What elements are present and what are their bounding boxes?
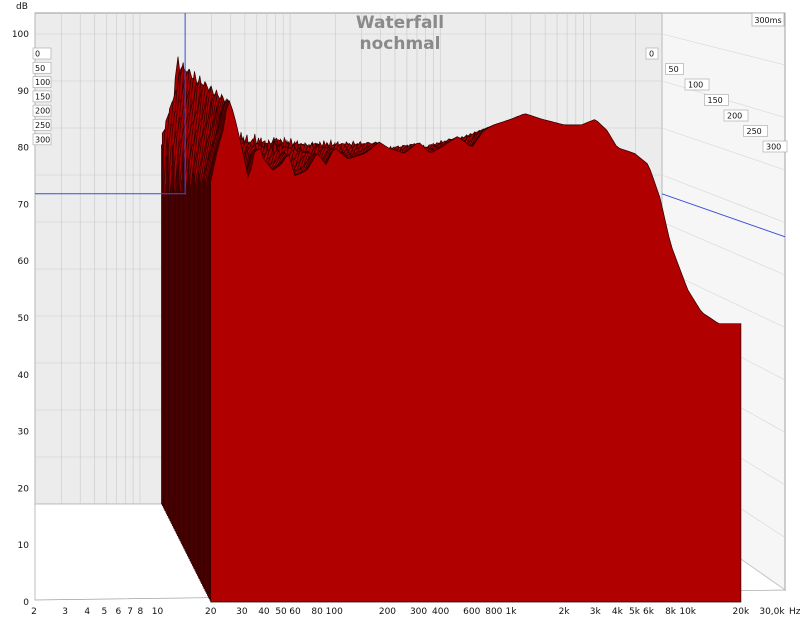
x-tick-label: 80	[311, 607, 323, 617]
time-slice-box	[32, 61, 52, 74]
time-unit-box: 300ms	[751, 12, 785, 27]
y-tick-label: 40	[18, 371, 30, 381]
x-tick-label: 100	[326, 607, 343, 617]
x-tick-label: 60	[289, 607, 301, 617]
x-tick-label: 4	[84, 607, 90, 617]
time-slice-label: 250	[747, 127, 762, 136]
time-slice-box	[762, 140, 788, 153]
y-tick-label: 100	[12, 30, 29, 40]
time-unit-label: 300ms	[754, 16, 781, 25]
time-slice-label: 200	[727, 112, 742, 121]
time-slice-label: 150	[708, 96, 723, 105]
x-tick-label: 4k	[612, 607, 624, 617]
time-slice-box	[32, 47, 52, 60]
y-tick-label: 20	[18, 484, 30, 494]
x-tick-label: 5	[101, 607, 107, 617]
time-slice-label: 200	[35, 107, 50, 116]
y-tick-label: 60	[18, 257, 30, 267]
time-slice-label: 250	[35, 121, 50, 130]
title-text: Waterfall	[356, 13, 444, 33]
x-axis-ticks: 2 3 4 5 6 7 8 10 20 30 40 50 60 80 100 200 300 400 600 800 1…	[31, 607, 785, 617]
time-slice-labels-right: 0 50 100 150 200 250 300	[645, 47, 788, 153]
time-slice-box	[704, 94, 729, 106]
time-slice-label: 50	[669, 65, 679, 74]
waterfall-slice	[210, 100, 742, 603]
x-tick-label: 40	[258, 607, 270, 617]
time-slice-label: 0	[35, 50, 40, 59]
x-tick-label: 7	[127, 607, 133, 617]
x-tick-label: 8	[138, 607, 144, 617]
time-slice-label: 50	[35, 64, 45, 73]
time-slice-box	[32, 76, 52, 88]
time-slice-box	[665, 63, 684, 75]
y-tick-label: 70	[18, 200, 30, 210]
x-tick-label: 3	[62, 607, 68, 617]
x-tick-label: 3k	[590, 607, 602, 617]
time-slice-box	[32, 119, 52, 131]
x-tick-label: 5k	[629, 607, 641, 617]
x-tick-label: 30	[236, 607, 248, 617]
time-slice-box	[645, 47, 659, 60]
time-slice-label: 150	[35, 92, 50, 101]
time-slice-label: 300	[766, 143, 781, 152]
time-slice-box	[32, 133, 52, 146]
x-tick-label: 6	[115, 607, 121, 617]
x-tick-label: 2k	[559, 607, 571, 617]
waterfall-slices	[161, 56, 742, 603]
y-tick-label: 30	[18, 428, 30, 438]
x-tick-label: 2	[31, 607, 37, 617]
time-slice-label: 100	[688, 81, 703, 90]
time-slice-box	[32, 90, 52, 103]
time-slice-label: 0	[649, 50, 654, 59]
x-tick-label: 10k	[679, 607, 696, 617]
x-tick-label: 400	[432, 607, 449, 617]
chart-title: Waterfall nochmal	[356, 13, 444, 54]
y-tick-label: 50	[18, 314, 30, 324]
subtitle-text: nochmal	[360, 34, 441, 54]
cursor-depth-line	[661, 193, 786, 238]
time-slice-label: 100	[35, 78, 50, 87]
x-tick-label: 600	[463, 607, 480, 617]
x-axis-unit: Hz	[789, 607, 800, 617]
x-tick-label: 8k	[665, 607, 677, 617]
x-tick-label: 50	[275, 607, 287, 617]
x-tick-label: 800	[485, 607, 502, 617]
x-tick-label: 20	[205, 607, 217, 617]
x-tick-label: 30,0k	[759, 607, 785, 617]
time-slice-labels-left: 0 50 100 150 200 250 300	[32, 47, 52, 146]
cursor-lines	[35, 13, 786, 238]
time-slice-box	[32, 104, 52, 117]
time-slice-label: 300	[35, 135, 50, 144]
x-tick-label: 6k	[643, 607, 655, 617]
x-tick-label: 300	[410, 607, 427, 617]
y-tick-label: 0	[23, 598, 29, 608]
y-axis-ticks: 0 10 20 30 40 50 60 70 80 90 100	[12, 30, 29, 608]
y-tick-label: 90	[18, 87, 30, 97]
x-tick-label: 10	[152, 607, 164, 617]
x-tick-label: 1k	[505, 607, 517, 617]
time-slice-box	[684, 78, 710, 91]
x-tick-label: 20k	[733, 607, 750, 617]
y-tick-label: 80	[18, 144, 30, 154]
time-slice-box	[743, 125, 768, 137]
y-tick-label: 10	[18, 541, 30, 551]
x-tick-label: 200	[379, 607, 396, 617]
time-slice-box	[723, 109, 749, 122]
y-axis-label: dB	[16, 2, 28, 12]
